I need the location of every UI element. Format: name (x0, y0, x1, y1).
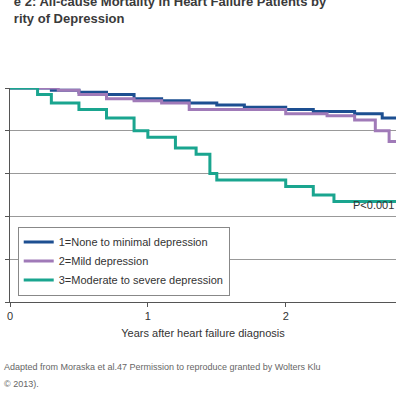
svg-text:Years after heart failure diag: Years after heart failure diagnosis (121, 327, 285, 339)
svg-text:1=None to minimal depression: 1=None to minimal depression (59, 236, 208, 248)
svg-text:P<0.001: P<0.001 (353, 199, 394, 211)
svg-text:0: 0 (7, 310, 13, 322)
svg-text:e 2: All-cause Mortality in He: e 2: All-cause Mortality in Heart Failur… (14, 0, 327, 26)
svg-text:3=Moderate to severe depressio: 3=Moderate to severe depression (59, 274, 223, 286)
svg-text:2: 2 (283, 310, 289, 322)
svg-text:1: 1 (145, 310, 151, 322)
svg-text:2=Mild depression: 2=Mild depression (59, 255, 149, 267)
svg-text:Adapted from Moraska et al.47: Adapted from Moraska et al.47 Permission… (4, 362, 321, 372)
svg-text:© 2013).: © 2013). (4, 379, 39, 389)
